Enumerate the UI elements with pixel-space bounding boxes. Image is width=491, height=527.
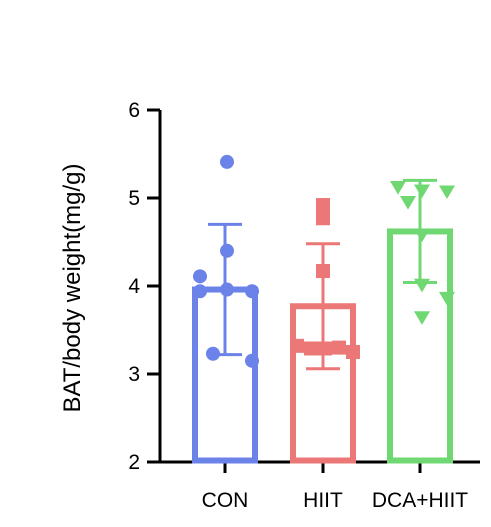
data-point xyxy=(316,211,330,226)
data-point xyxy=(414,184,430,199)
data-point xyxy=(332,340,346,355)
y-axis-title: BAT/body weight(mg/g) xyxy=(59,164,86,413)
data-point xyxy=(220,154,234,169)
y-tick-label: 3 xyxy=(128,363,140,386)
data-point xyxy=(400,196,416,210)
y-tick-label: 4 xyxy=(128,275,140,298)
y-axis: 2 3 4 5 6 xyxy=(128,99,162,474)
data-point xyxy=(193,269,207,284)
y-tick-label: 6 xyxy=(128,99,140,122)
data-point xyxy=(304,341,318,356)
data-point xyxy=(439,291,455,306)
data-point xyxy=(220,243,234,258)
data-point xyxy=(318,341,332,356)
data-point xyxy=(220,282,234,297)
data-point xyxy=(414,228,430,243)
data-point xyxy=(390,181,406,195)
data-point xyxy=(193,284,207,299)
x-axis: CON HIIT DCA+HIIT xyxy=(158,460,480,512)
data-point xyxy=(414,278,430,293)
data-point xyxy=(245,353,259,368)
data-point xyxy=(346,345,360,359)
x-category-label: HIIT xyxy=(303,489,343,512)
y-tick-label: 5 xyxy=(128,187,140,210)
y-tick-label: 2 xyxy=(128,451,140,474)
errorbars-group xyxy=(208,178,437,371)
points-group xyxy=(193,154,455,368)
x-category-label: CON xyxy=(202,489,249,512)
data-point xyxy=(439,185,455,200)
data-point xyxy=(414,311,430,325)
data-point xyxy=(245,284,259,299)
data-point xyxy=(290,338,304,353)
data-point xyxy=(316,198,330,213)
x-category-label: DCA+HIIT xyxy=(372,489,468,512)
